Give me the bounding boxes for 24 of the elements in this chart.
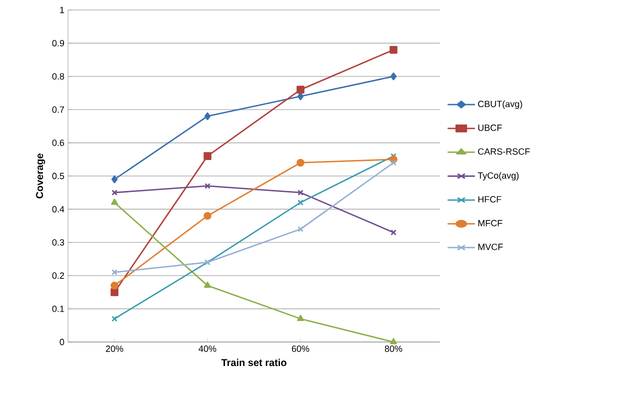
legend-label: MVCF <box>478 244 503 250</box>
y-tick-label: 0.7 <box>52 106 64 113</box>
y-tick-label: 0.1 <box>52 306 64 312</box>
y-axis-title: Coverage <box>36 154 46 198</box>
y-tick-label: 0 <box>60 338 64 346</box>
legend-label: MFCF <box>478 220 502 226</box>
y-tick-label: 0.3 <box>52 239 64 246</box>
x-tick-label: 60% <box>292 346 310 352</box>
y-tick-label: 0.6 <box>52 140 64 146</box>
y-tick-label: 0.8 <box>52 73 64 80</box>
x-tick-label: 40% <box>198 346 216 352</box>
x-axis-title: Train set ratio <box>221 358 286 366</box>
legend-label: TyCo(avg) <box>478 172 519 180</box>
legend-label: CARS-RSCF <box>478 148 530 155</box>
x-tick-label: 80% <box>384 346 402 352</box>
x-tick-label: 20% <box>106 346 124 352</box>
y-tick-label: 0.9 <box>52 40 64 46</box>
legend-label: UBCF <box>478 124 502 131</box>
legend-label: HFCF <box>478 196 502 203</box>
y-tick-label: 0.5 <box>52 172 64 180</box>
y-tick-label: 0.2 <box>52 272 64 279</box>
y-tick-label: 0.4 <box>52 206 64 212</box>
y-tick-label: 1 <box>60 6 64 14</box>
legend-label: CBUT(avg) <box>478 100 522 109</box>
